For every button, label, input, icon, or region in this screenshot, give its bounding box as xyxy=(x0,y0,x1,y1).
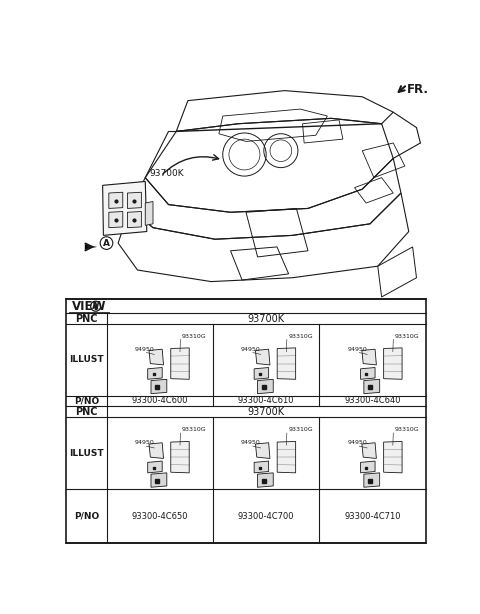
Polygon shape xyxy=(171,441,189,473)
Text: A: A xyxy=(103,239,110,247)
Text: ILLUST: ILLUST xyxy=(69,356,104,364)
Text: 93700K: 93700K xyxy=(149,169,184,178)
Text: 94950: 94950 xyxy=(241,347,261,352)
Polygon shape xyxy=(149,349,164,365)
Text: 94950: 94950 xyxy=(348,347,367,352)
Text: 93310G: 93310G xyxy=(395,427,420,432)
Polygon shape xyxy=(254,461,269,473)
Polygon shape xyxy=(148,368,162,379)
Text: 93310G: 93310G xyxy=(395,334,420,339)
Polygon shape xyxy=(103,182,147,235)
Text: PNC: PNC xyxy=(75,406,97,417)
Text: 93300-4C650: 93300-4C650 xyxy=(132,512,188,521)
Text: 93300-4C640: 93300-4C640 xyxy=(344,397,401,405)
Polygon shape xyxy=(151,379,167,394)
Text: 93310G: 93310G xyxy=(182,334,206,339)
Polygon shape xyxy=(277,348,296,379)
Text: 94950: 94950 xyxy=(134,440,154,445)
Polygon shape xyxy=(362,443,376,459)
Polygon shape xyxy=(364,379,380,394)
Text: P/NO: P/NO xyxy=(74,512,99,521)
Bar xyxy=(66,299,426,543)
Polygon shape xyxy=(255,349,270,365)
Polygon shape xyxy=(171,348,189,379)
Text: 93310G: 93310G xyxy=(182,427,206,432)
Text: 93700K: 93700K xyxy=(248,314,285,324)
Polygon shape xyxy=(360,461,375,473)
Polygon shape xyxy=(364,473,380,488)
Text: 93300-4C610: 93300-4C610 xyxy=(238,397,294,405)
Text: 93310G: 93310G xyxy=(288,427,313,432)
Text: FR.: FR. xyxy=(407,83,429,96)
Text: 94950: 94950 xyxy=(134,347,154,352)
Polygon shape xyxy=(362,349,376,365)
Polygon shape xyxy=(151,473,167,488)
Polygon shape xyxy=(360,368,375,379)
Text: VIEW: VIEW xyxy=(72,300,107,313)
Text: PNC: PNC xyxy=(75,314,97,324)
Text: 93300-4C710: 93300-4C710 xyxy=(344,512,401,521)
Polygon shape xyxy=(254,368,269,379)
Text: A: A xyxy=(92,301,99,311)
Polygon shape xyxy=(127,211,142,228)
Text: 93300-4C700: 93300-4C700 xyxy=(238,512,294,521)
Polygon shape xyxy=(85,244,97,249)
Text: 93700K: 93700K xyxy=(248,406,285,417)
Polygon shape xyxy=(148,461,162,473)
Polygon shape xyxy=(277,441,296,473)
Polygon shape xyxy=(109,192,123,208)
Polygon shape xyxy=(384,441,402,473)
Text: 93310G: 93310G xyxy=(288,334,313,339)
Polygon shape xyxy=(257,379,273,394)
Text: 94950: 94950 xyxy=(241,440,261,445)
Polygon shape xyxy=(127,192,142,208)
Text: P/NO: P/NO xyxy=(74,397,99,405)
Polygon shape xyxy=(257,473,273,488)
Polygon shape xyxy=(145,201,153,225)
Polygon shape xyxy=(255,443,270,459)
Polygon shape xyxy=(109,211,123,228)
Text: ILLUST: ILLUST xyxy=(69,449,104,458)
Polygon shape xyxy=(149,443,164,459)
Text: 94950: 94950 xyxy=(348,440,367,445)
Polygon shape xyxy=(384,348,402,379)
Text: 93300-4C600: 93300-4C600 xyxy=(132,397,188,405)
